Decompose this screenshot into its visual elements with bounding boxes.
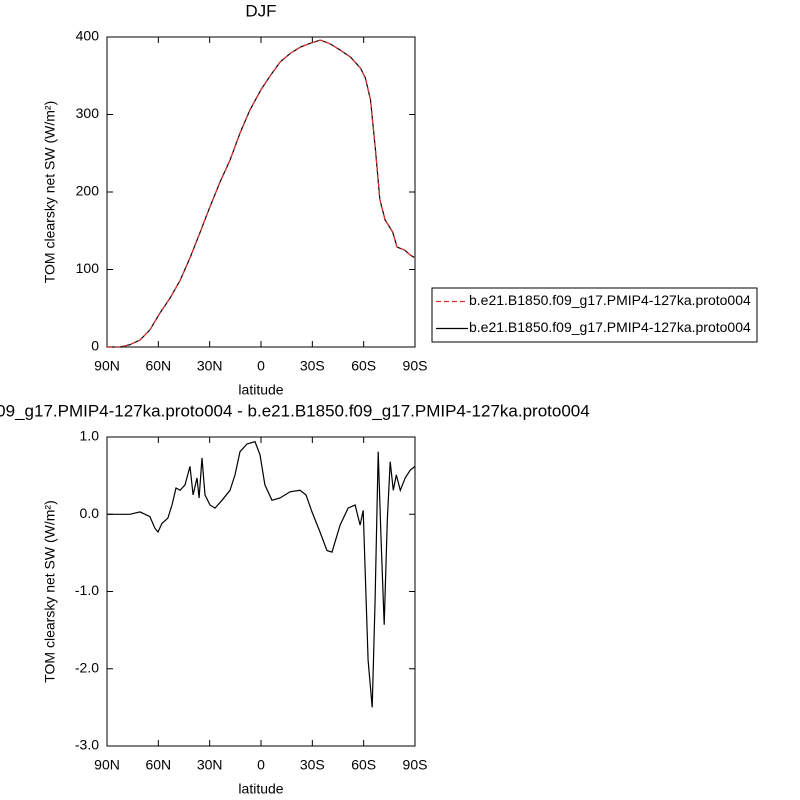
y-tick-label: -2.0: [75, 659, 99, 675]
x-tick-label: 30N: [197, 757, 223, 773]
x-axis-label: latitude: [238, 382, 283, 398]
x-tick-label: 30S: [300, 757, 325, 773]
chart-title: b.e21.B1850.f09_g17.PMIP4-127ka.proto004…: [0, 401, 590, 420]
plot-frame: [106, 436, 416, 747]
plot-frame: [106, 36, 416, 348]
chart-title: DJF: [245, 1, 276, 20]
legend-label: b.e21.B1850.f09_g17.PMIP4-127ka.proto004: [469, 292, 751, 308]
y-tick-label: 0: [91, 338, 99, 354]
y-axis-label: TOM clearsky net SW (W/m²): [42, 500, 58, 683]
x-tick-label: 90S: [403, 757, 428, 773]
x-tick-label: 60S: [351, 757, 376, 773]
x-tick-label: 90S: [403, 358, 428, 374]
y-tick-label: 1.0: [80, 428, 100, 444]
x-axis-label: latitude: [238, 781, 283, 797]
y-tick-label: -1.0: [75, 582, 99, 598]
y-tick-label: 400: [76, 28, 100, 44]
data-line: [107, 39, 416, 348]
y-axis-label: TOM clearsky net SW (W/m²): [42, 101, 58, 284]
y-tick-label: 0.0: [80, 505, 100, 521]
data-line: [107, 440, 416, 708]
x-tick-label: 60S: [351, 358, 376, 374]
x-tick-label: 90N: [94, 358, 120, 374]
legend-box: [431, 287, 758, 343]
y-tick-label: 300: [76, 105, 100, 121]
y-tick-label: 200: [76, 183, 100, 199]
y-tick-label: -3.0: [75, 737, 99, 753]
x-tick-label: 30N: [197, 358, 223, 374]
legend-label: b.e21.B1850.f09_g17.PMIP4-127ka.proto004: [469, 319, 751, 335]
x-tick-label: 0: [257, 757, 265, 773]
x-tick-label: 0: [257, 358, 265, 374]
x-tick-label: 90N: [94, 757, 120, 773]
data-line: [107, 39, 416, 348]
x-tick-label: 30S: [300, 358, 325, 374]
x-tick-label: 60N: [145, 358, 171, 374]
x-tick-label: 60N: [145, 757, 171, 773]
y-tick-label: 100: [76, 260, 100, 276]
